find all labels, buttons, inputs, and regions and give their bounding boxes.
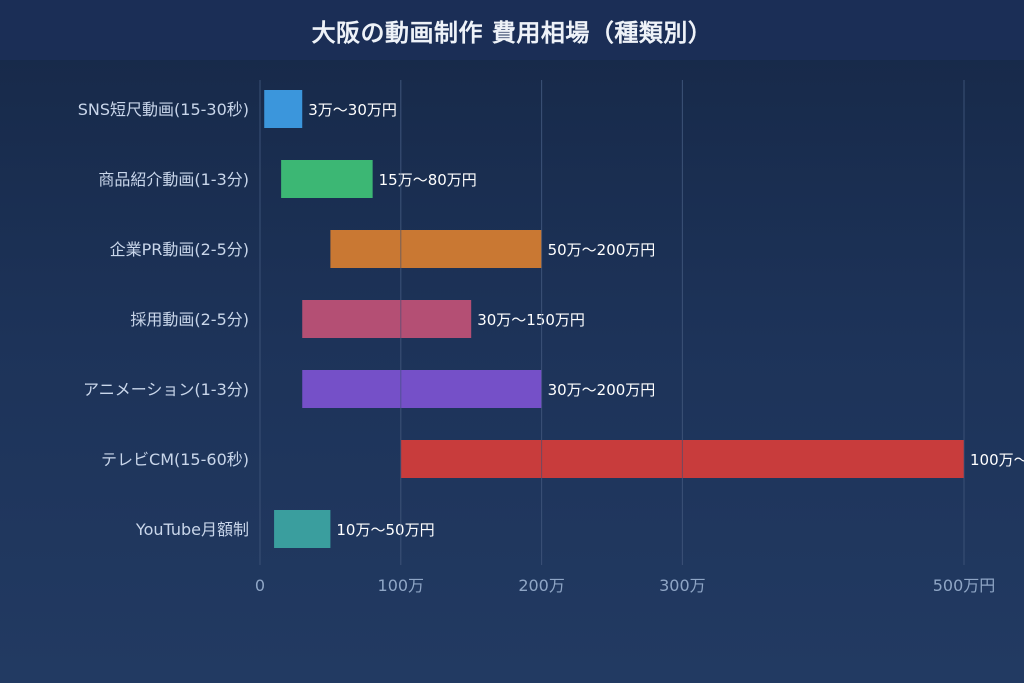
category-label: YouTube月額制 <box>135 520 249 539</box>
bar <box>302 300 472 338</box>
bar <box>264 90 303 128</box>
data-label: 30万〜200万円 <box>548 381 656 399</box>
category-label: アニメーション(1-3分) <box>83 380 249 399</box>
x-tick-label: 300万 <box>659 576 706 595</box>
data-label: 15万〜80万円 <box>379 171 477 189</box>
data-label: 3万〜30万円 <box>308 101 397 119</box>
x-tick-label: 0 <box>255 576 265 595</box>
data-label: 50万〜200万円 <box>548 241 656 259</box>
title-bar: 大阪の動画制作 費用相場（種類別） <box>0 0 1024 60</box>
x-tick-label: 500万円 <box>933 576 996 595</box>
bar <box>302 370 542 408</box>
category-label: 商品紹介動画(1-3分) <box>98 170 249 189</box>
category-label: テレビCM(15-60秒) <box>101 450 249 469</box>
category-label: 企業PR動画(2-5分) <box>110 240 249 259</box>
chart-title: 大阪の動画制作 費用相場（種類別） <box>311 18 713 47</box>
data-label: 10万〜50万円 <box>336 521 434 539</box>
x-tick-label: 100万 <box>378 576 425 595</box>
bar <box>274 510 331 548</box>
data-label: 100万〜500万円 <box>970 451 1024 469</box>
bar <box>330 230 542 268</box>
category-label: 採用動画(2-5分) <box>130 310 249 329</box>
bar <box>281 160 373 198</box>
x-tick-label: 200万 <box>518 576 565 595</box>
data-label: 30万〜150万円 <box>477 311 585 329</box>
category-label: SNS短尺動画(15-30秒) <box>78 100 249 119</box>
